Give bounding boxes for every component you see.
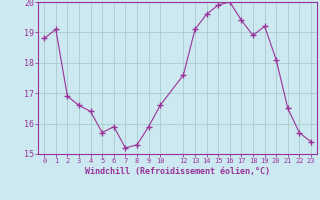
X-axis label: Windchill (Refroidissement éolien,°C): Windchill (Refroidissement éolien,°C) (85, 167, 270, 176)
